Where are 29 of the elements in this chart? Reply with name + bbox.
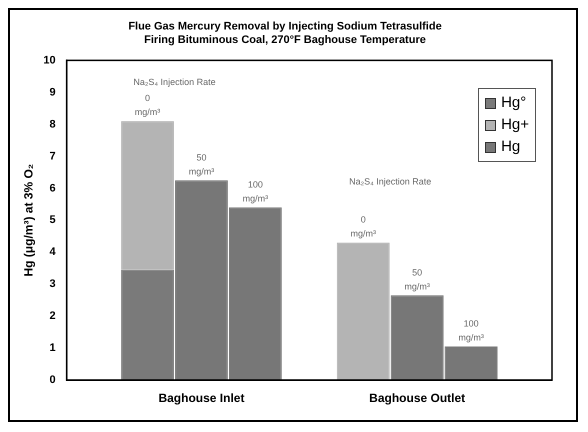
- y-tick-label: 10: [43, 54, 56, 66]
- x-tick-label: 0 mg/m³: [134, 93, 160, 118]
- y-tick-label: 9: [50, 86, 56, 98]
- y-tick-label: 5: [50, 214, 56, 226]
- x-tick-label: 50 mg/m³: [404, 267, 430, 292]
- legend-label: Hg+: [501, 115, 529, 135]
- annotation: Na₂S₄ Injection Rate: [349, 176, 432, 187]
- text: Baghouse Outlet: [369, 391, 466, 405]
- y-tick-label: 1: [50, 342, 56, 354]
- annotation: Na₂S₄ Injection Rate: [133, 77, 216, 88]
- y-axis-title: Hg (μg/m³) at 3% O₂: [22, 164, 36, 277]
- text: Baghouse Inlet: [158, 391, 244, 405]
- x-tick-label: 0 mg/m³: [350, 214, 376, 239]
- y-tick-label: 2: [50, 310, 56, 322]
- legend-label: Hg: [501, 137, 520, 157]
- y-tick-label: 0: [50, 374, 56, 386]
- x-tick-label: 50 mg/m³: [188, 152, 214, 176]
- x-tick-label: 100 mg/m³: [242, 179, 268, 204]
- legend-label: Hg°: [501, 93, 526, 113]
- y-tick-label: 7: [50, 150, 56, 162]
- x-tick-label: 100 mg/m³: [458, 318, 484, 342]
- y-tick-label: 6: [50, 182, 56, 194]
- bar: [121, 121, 174, 270]
- bar: [121, 270, 174, 380]
- y-tick-label: 3: [50, 278, 56, 290]
- y-tick-label: 8: [50, 118, 56, 130]
- bar: [336, 242, 390, 380]
- y-tick-label: 4: [50, 246, 57, 258]
- chart-title: Flue Gas Mercury Removal by Injecting Sodium Tetrasulfide Firing Bituminous Coal, 270°F Baghouse Temperature: [128, 20, 442, 46]
